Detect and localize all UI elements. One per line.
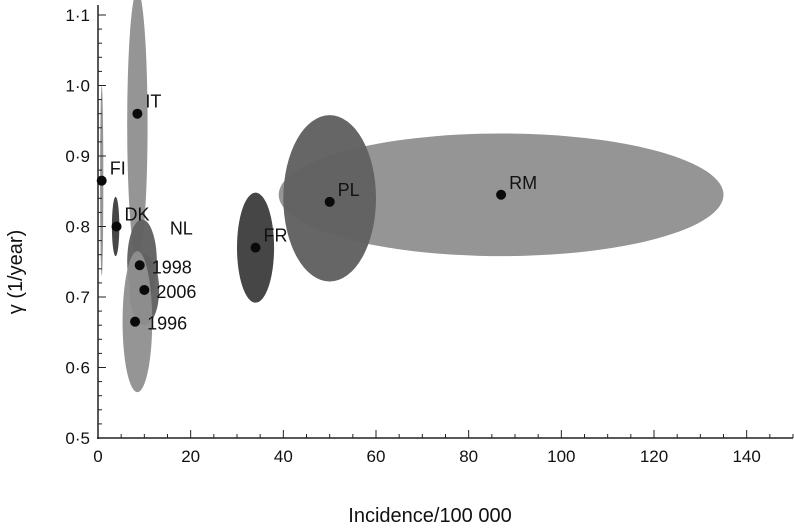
data-point-fr — [250, 242, 261, 253]
x-tick-label: 0 — [93, 447, 102, 466]
x-tick-label: 80 — [459, 447, 478, 466]
y-axis-title: γ (1/year) — [5, 230, 27, 314]
y-tick-label: 0·6 — [65, 359, 90, 378]
point-label-fi: FI — [110, 159, 126, 179]
point-label-1998: 1998 — [152, 257, 192, 277]
data-points — [96, 108, 507, 327]
x-tick-label: 20 — [181, 447, 200, 466]
x-tick-label: 100 — [547, 447, 575, 466]
point-label-it: IT — [145, 92, 161, 112]
data-point-1998 — [134, 260, 145, 271]
point-label-rm: RM — [509, 173, 537, 193]
y-tick-label: 0·9 — [65, 147, 90, 166]
x-axis-title: Incidence/100 000 — [348, 505, 511, 527]
point-label-fr: FR — [264, 226, 288, 246]
data-point-2006 — [139, 284, 150, 295]
point-label-1996: 1996 — [147, 314, 187, 334]
x-tick-label: 140 — [732, 447, 760, 466]
axes: 0 20 40 60 80 100 120 140 0·5 0·6 0·7 0·8 0·9 1·0 1·1 — [65, 5, 794, 466]
data-point-dk — [111, 221, 122, 232]
data-point-pl — [324, 196, 335, 207]
data-point-rm — [496, 189, 507, 200]
point-label-dk: DK — [125, 205, 150, 225]
data-point-fi — [96, 175, 107, 186]
x-tick-label: 60 — [367, 447, 386, 466]
y-tick-label: 0·5 — [65, 429, 90, 448]
point-label-2006: 2006 — [156, 282, 196, 302]
x-tick-label: 120 — [640, 447, 668, 466]
point-label-pl: PL — [338, 180, 360, 200]
x-tick-label: 40 — [274, 447, 293, 466]
y-tick-label: 1·1 — [65, 6, 90, 25]
y-tick-label: 0·8 — [65, 218, 90, 237]
data-point-it — [132, 108, 143, 119]
confidence-ellipse-3 — [127, 0, 148, 259]
y-tick-label: 0·7 — [65, 288, 90, 307]
annotation-label: NL — [170, 219, 193, 239]
confidence-ellipses — [100, 0, 724, 393]
point-labels: RM PL FR IT 1998 2006 1996 DK FI NL — [110, 92, 537, 334]
y-tick-label: 1·0 — [65, 77, 90, 96]
data-point-1996 — [130, 316, 141, 327]
